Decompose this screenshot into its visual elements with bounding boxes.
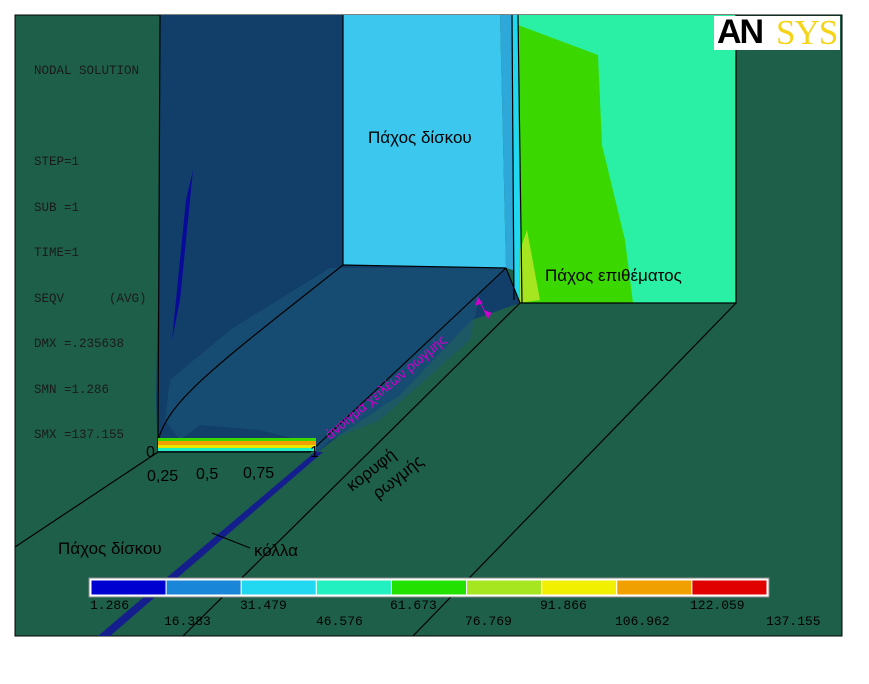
axis-tick-0-25: 0,25 <box>147 468 179 485</box>
legend-swatch <box>240 579 317 596</box>
axis-tick-0-5: 0,5 <box>196 466 219 483</box>
patch-green-face <box>518 25 633 303</box>
solution-time: TIME=1 <box>34 246 80 260</box>
patch-yellow-green-zone <box>520 230 540 303</box>
disk-thickness-bottom-label: Πάχος δίσκου <box>58 539 162 558</box>
legend-swatch <box>315 579 392 596</box>
disk-top-face <box>343 15 506 268</box>
legend-value-1: 16.383 <box>164 614 211 629</box>
solution-spacer <box>34 110 147 126</box>
solution-substep: SUB =1 <box>34 200 80 215</box>
legend-value-4: 61.673 <box>390 598 437 613</box>
legend-swatch <box>390 579 468 596</box>
legend-value-7: 106.962 <box>615 614 670 629</box>
legend-swatch <box>90 579 167 596</box>
ansys-logo: AN SYS <box>714 13 840 52</box>
solution-result-type: SEQV (AVG) <box>34 291 147 306</box>
legend-swatch <box>466 579 543 596</box>
legend-value-0: 1.286 <box>90 598 130 613</box>
axis-tick-1: 1 <box>310 444 319 461</box>
adhesive-pointer <box>211 532 251 549</box>
high-stress-streak <box>172 170 193 340</box>
solution-smn: SMN =1.286 <box>34 382 110 397</box>
legend-value-2: 31.479 <box>240 598 287 613</box>
disk-top-face-shade <box>500 15 513 270</box>
crack-opening-arrow <box>475 296 492 320</box>
legend-swatch <box>165 579 242 596</box>
patch-thickness-label: Πάχος επιθέματος <box>545 266 682 285</box>
crack-lip-face <box>165 268 506 452</box>
logo-an: AN <box>717 13 764 51</box>
solution-title: NODAL SOLUTION <box>34 64 140 78</box>
legend-swatch <box>691 579 768 596</box>
axis-tick-0-75: 0,75 <box>243 465 275 482</box>
disk-thickness-top-label: Πάχος δίσκου <box>368 128 472 147</box>
legend-swatch <box>541 579 618 596</box>
contour-legend-bar <box>88 577 770 598</box>
adhesive-label: κόλλα <box>254 541 298 560</box>
legend-swatch <box>616 579 693 596</box>
axis-tick-0: 0 <box>146 444 155 461</box>
solution-dmx: DMX =.235638 <box>34 337 125 351</box>
logo-sys: SYS <box>776 13 838 52</box>
legend-value-8: 122.059 <box>690 598 745 613</box>
solution-step: STEP=1 <box>34 155 80 169</box>
crack-tip-band <box>158 438 316 451</box>
solution-smx: SMX =137.155 <box>34 428 125 442</box>
legend-value-6: 91.866 <box>540 598 587 613</box>
solution-info-block: NODAL SOLUTION STEP=1 SUB =1 TIME=1 SEQV… <box>34 34 147 474</box>
legend-value-3: 46.576 <box>316 614 363 629</box>
legend-value-5: 76.769 <box>465 614 512 629</box>
legend-value-9: 137.155 <box>766 614 821 629</box>
